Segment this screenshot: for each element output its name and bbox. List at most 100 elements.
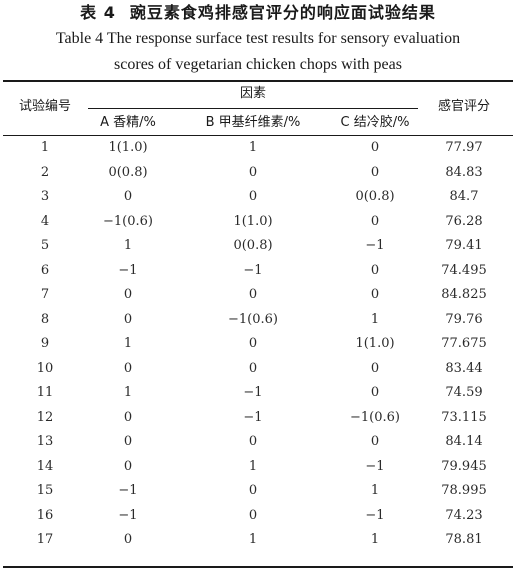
cell-factor-c: 1	[370, 532, 380, 547]
cell-run: 15	[36, 483, 54, 498]
cell-score: 74.59	[445, 385, 483, 400]
table-row: 12 0 −1 −1(0.6) 73.115	[0, 406, 516, 431]
cell-factor-b: 1(1.0)	[233, 213, 273, 229]
cell-score: 83.44	[445, 360, 483, 376]
header-factor-a: A 香精/%	[100, 115, 156, 130]
cell-factor-c: 0(0.8)	[355, 189, 395, 204]
cell-factor-c: 1	[370, 483, 380, 498]
cell-score: 79.76	[445, 311, 483, 327]
cell-run: 12	[36, 409, 54, 425]
cell-run: 3	[40, 189, 50, 204]
cell-factor-c: 0	[370, 213, 380, 229]
cell-factor-b: 0	[248, 189, 258, 204]
cell-run: 7	[40, 287, 50, 302]
header-factor-b: B 甲基纤维素/%	[205, 115, 301, 130]
cell-factor-a: 0	[123, 189, 133, 204]
cell-factor-b: 1	[248, 140, 258, 155]
table-row: 7 0 0 0 84.825	[0, 283, 516, 308]
cell-factor-a: −1(0.6)	[103, 213, 153, 229]
cell-score: 84.83	[445, 164, 483, 180]
header-run-number: 试验编号	[18, 99, 71, 114]
cell-run: 5	[40, 238, 50, 253]
header-sensory-score: 感官评分	[437, 99, 490, 114]
table-row: 15 −1 0 1 78.995	[0, 479, 516, 504]
cell-factor-a: 0	[123, 458, 133, 474]
table-row: 11 1 −1 0 74.59	[0, 381, 516, 406]
cell-factor-c: 1(1.0)	[355, 336, 395, 351]
table-row: 17 0 1 1 78.81	[0, 528, 516, 553]
cell-factor-a: 0	[123, 287, 133, 302]
cell-score: 84.14	[445, 434, 483, 449]
cell-score: 78.995	[441, 483, 487, 498]
table-title-en-line1: Table 4 The response surface test result…	[55, 30, 461, 47]
cell-factor-b: 0	[248, 336, 258, 351]
cell-factor-c: 1	[370, 311, 380, 327]
cell-factor-c: 0	[370, 360, 380, 376]
table-row: 6 −1 −1 0 74.495	[0, 259, 516, 284]
cell-score: 74.23	[445, 507, 483, 523]
cell-factor-a: 1	[123, 238, 133, 253]
header-factors: 因素	[239, 86, 266, 101]
table-title-zh: 表 4 豌豆素食鸡排感官评分的响应面试验结果	[0, 3, 516, 23]
cell-factor-c: 0	[370, 434, 380, 449]
cell-score: 84.7	[449, 189, 479, 204]
cell-run: 6	[40, 262, 50, 278]
header-factor-c: C 结冷胶/%	[340, 115, 410, 130]
table-bottom-rule	[3, 566, 513, 568]
cell-factor-b: 1	[248, 532, 258, 547]
table-row: 9 1 0 1(1.0) 77.675	[0, 332, 516, 357]
cell-factor-c: 0	[370, 385, 380, 400]
cell-factor-a: −1	[118, 483, 138, 498]
cell-factor-c: 0	[370, 287, 380, 302]
cell-run: 2	[40, 164, 50, 180]
cell-factor-b: 0	[248, 434, 258, 449]
table-row: 13 0 0 0 84.14	[0, 430, 516, 455]
cell-factor-c: −1	[365, 238, 385, 253]
cell-factor-c: −1	[365, 507, 385, 523]
cell-score: 78.81	[445, 532, 483, 547]
cell-factor-a: 1(1.0)	[108, 140, 148, 155]
table-row: 16 −1 0 −1 74.23	[0, 504, 516, 529]
factors-group-rule	[88, 108, 418, 109]
cell-factor-a: 0	[123, 532, 133, 547]
cell-factor-b: 0	[248, 507, 258, 523]
cell-score: 74.495	[441, 262, 487, 278]
table-row: 1 1(1.0) 1 0 77.97	[0, 136, 516, 161]
cell-factor-c: −1	[365, 458, 385, 474]
cell-score: 77.97	[445, 140, 483, 155]
table-row: 3 0 0 0(0.8) 84.7	[0, 185, 516, 210]
cell-run: 14	[36, 458, 54, 474]
cell-factor-a: 0	[123, 409, 133, 425]
cell-score: 73.115	[441, 409, 487, 425]
cell-factor-b: 0	[248, 483, 258, 498]
cell-factor-b: 0	[248, 287, 258, 302]
cell-factor-b: 1	[248, 458, 258, 474]
cell-run: 11	[36, 385, 54, 400]
table-row: 8 0 −1(0.6) 1 79.76	[0, 308, 516, 333]
cell-factor-b: −1	[243, 385, 263, 400]
table-body: 1 1(1.0) 1 0 77.97 2 0(0.8) 0 0 84.83 3 0 0 0(0.8) 8…	[0, 136, 516, 553]
cell-factor-a: 1	[123, 336, 133, 351]
cell-factor-a: −1	[118, 507, 138, 523]
cell-factor-c: 0	[370, 262, 380, 278]
cell-run: 8	[40, 311, 50, 327]
cell-factor-b: 0(0.8)	[233, 238, 273, 253]
cell-score: 76.28	[445, 213, 483, 229]
table-row: 2 0(0.8) 0 0 84.83	[0, 161, 516, 186]
cell-factor-b: 0	[248, 164, 258, 180]
cell-score: 79.41	[445, 238, 483, 253]
table-top-rule	[3, 80, 513, 82]
cell-run: 16	[36, 507, 54, 523]
cell-factor-a: 0(0.8)	[108, 164, 148, 180]
cell-score: 79.945	[441, 458, 487, 474]
cell-run: 9	[40, 336, 50, 351]
cell-factor-a: 0	[123, 360, 133, 376]
cell-run: 17	[36, 532, 54, 547]
table-title-en-line2: scores of vegetarian chicken chops with …	[114, 56, 402, 73]
cell-factor-c: 0	[370, 164, 380, 180]
cell-factor-c: −1(0.6)	[350, 409, 400, 425]
table-row: 4 −1(0.6) 1(1.0) 0 76.28	[0, 210, 516, 235]
cell-factor-a: 0	[123, 434, 133, 449]
cell-factor-a: 0	[123, 311, 133, 327]
